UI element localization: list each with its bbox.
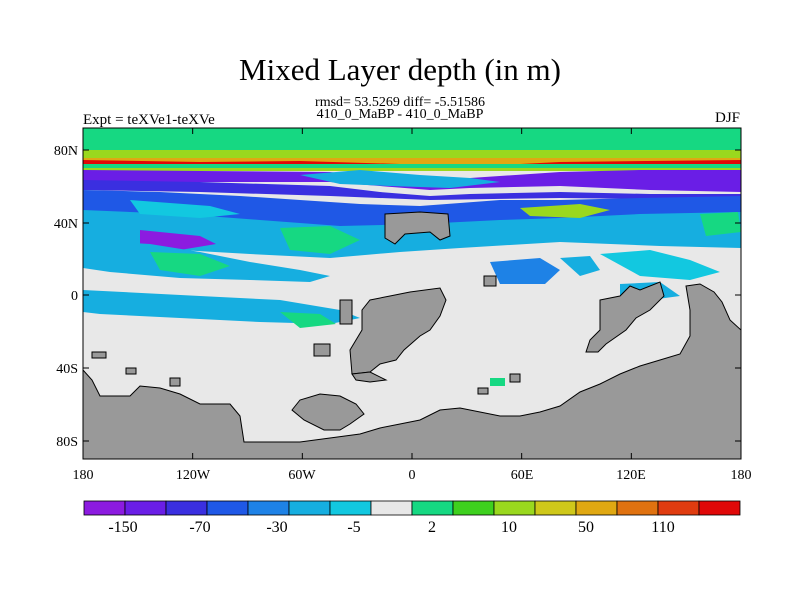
- land-south-america-a: [349, 287, 447, 375]
- colorbar-swatch: [698, 500, 741, 516]
- east-pacific-cyan: [600, 250, 720, 280]
- experiment-label: Expt = teXVe1-teXVe: [83, 112, 215, 128]
- colorbar-swatch: [370, 500, 413, 516]
- colorbar-label-10: 10: [501, 519, 517, 536]
- lon-label-180e: 180: [731, 468, 752, 483]
- colorbar-swatch: [288, 500, 331, 516]
- land-tiny-island-e: [509, 373, 521, 383]
- land-tiny-island-c: [125, 367, 137, 375]
- arctic-band-yellowgreen: [83, 150, 741, 160]
- lat-label-0: 0: [71, 289, 78, 304]
- subtitle: 410_0_MaBP - 410_0_MaBP: [316, 107, 484, 122]
- indian-ocean-blue: [490, 258, 560, 284]
- midlat-band-cyan: [83, 210, 741, 258]
- land-tiny-island-f: [477, 387, 489, 395]
- colorbar-swatch: [534, 500, 577, 516]
- land-masses: [83, 211, 741, 459]
- tropical-green-patch: [150, 252, 230, 276]
- colorbar-label-neg30: -30: [266, 519, 287, 536]
- land-maritime-continent: [585, 281, 665, 353]
- arctic-edge-yellow: [83, 168, 741, 171]
- stats-line: rmsd= 53.5269 diff= -5.51586: [315, 95, 485, 110]
- lat-label-40n: 40N: [54, 217, 78, 232]
- lat-label-80s: 80S: [56, 435, 78, 450]
- lon-label-120w: 120W: [176, 468, 211, 483]
- arctic-edge-green: [83, 164, 741, 168]
- subpolar-band-purple: [83, 170, 741, 192]
- pacific-cyan-patch: [130, 200, 240, 218]
- colorbar-swatch: [493, 500, 536, 516]
- colorbar-swatch: [616, 500, 659, 516]
- colorbar-swatch: [247, 500, 290, 516]
- south-indian-green: [490, 378, 505, 386]
- tick-marks: [82, 128, 742, 459]
- colorbar-swatch: [575, 500, 618, 516]
- colorbar-label-neg150: -150: [108, 519, 137, 536]
- colorbar-swatch: [124, 500, 167, 516]
- tick-labels: 80N 40N 0 40S 80S 180 120W 60W 0 60E 120…: [54, 144, 752, 483]
- lon-label-120e: 120E: [616, 468, 646, 483]
- plot-title: Mixed Layer depth (in m): [239, 52, 561, 87]
- land-antarctica-and-south: [83, 283, 741, 459]
- colorbar-swatch: [657, 500, 700, 516]
- lon-label-60w: 60W: [288, 468, 316, 483]
- arctic-band-orange: [83, 158, 741, 165]
- colorbar-swatch: [329, 500, 372, 516]
- map-field: [83, 128, 741, 459]
- season-label: DJF: [714, 110, 740, 126]
- colorbar-swatch: [206, 500, 249, 516]
- colorbar: [83, 500, 741, 516]
- west-pacific-cyan: [560, 256, 600, 276]
- land-small-island-a: [313, 343, 331, 357]
- colorbar-label-neg70: -70: [189, 519, 210, 536]
- atlantic-green-patch: [280, 226, 360, 254]
- lon-label-60e: 60E: [511, 468, 534, 483]
- colorbar-swatch: [83, 500, 126, 516]
- land-tiny-island-a: [169, 377, 181, 387]
- land-south-america-b: [351, 371, 388, 383]
- colorbar-swatch: [165, 500, 208, 516]
- lon-label-180w: 180: [73, 468, 94, 483]
- pacific-purple-patch: [140, 230, 216, 250]
- lat-label-40s: 40S: [56, 362, 78, 377]
- colorbar-swatch: [452, 500, 495, 516]
- colorbar-labels: -150 -70 -30 -5 2 10 50 110: [108, 519, 674, 536]
- colorbar-label-2: 2: [428, 519, 436, 536]
- lon-label-0: 0: [409, 468, 416, 483]
- north-atlantic-patch: [300, 170, 500, 188]
- land-south-atlantic-island: [291, 393, 365, 431]
- colorbar-label-110: 110: [651, 519, 674, 536]
- asia-yellow-patch: [520, 204, 610, 218]
- pacific-east-green-patch: [700, 212, 741, 236]
- subpolar-band-blue: [83, 180, 741, 200]
- colorbar-swatch: [411, 500, 454, 516]
- land-tiny-island-d: [483, 275, 497, 287]
- colorbar-label-neg5: -5: [347, 519, 360, 536]
- land-tiny-island-b: [91, 351, 107, 359]
- colorbar-label-50: 50: [578, 519, 594, 536]
- land-north-america-fragment: [384, 211, 451, 245]
- equatorial-green-patch: [280, 312, 336, 328]
- lat-label-80n: 80N: [54, 144, 78, 159]
- land-small-island-b: [339, 299, 353, 325]
